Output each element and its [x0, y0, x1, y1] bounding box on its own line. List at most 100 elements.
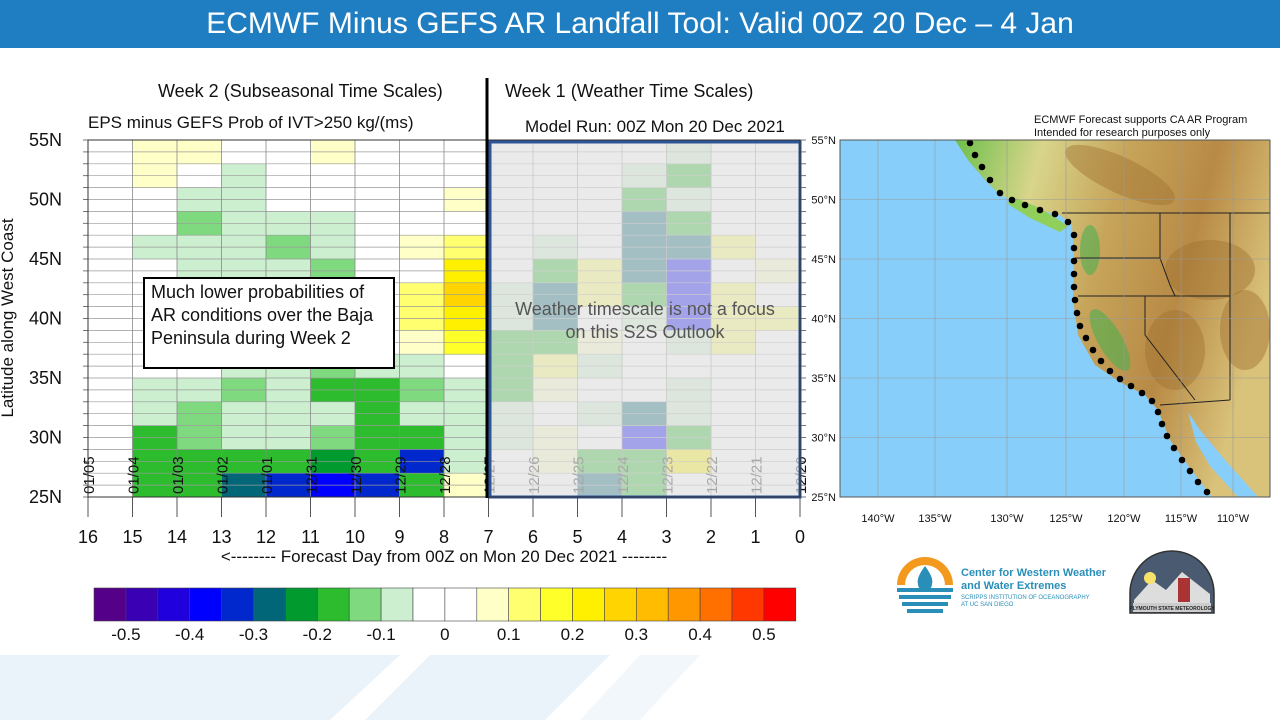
x-tick-label: 1 [750, 527, 760, 547]
landfall-point [1194, 478, 1202, 486]
landfall-point [1070, 283, 1078, 291]
landfall-point [1076, 322, 1084, 330]
landfall-point [1178, 456, 1186, 464]
landfall-point [1082, 334, 1090, 342]
cw3e-name-line4: AT UC SAN DIEGO [961, 602, 1014, 608]
colorbar-label: 0.1 [497, 625, 521, 644]
colorbar-swatch [731, 587, 765, 622]
date-label: 01/03 [170, 456, 187, 494]
colorbar-swatch [508, 587, 541, 622]
colorbar-swatch [412, 587, 446, 622]
x-axis-title: <-------- Forecast Day from 00Z on Mon 2… [221, 547, 667, 566]
y-tick-label: 30N [29, 428, 62, 448]
valley-shading [1080, 225, 1131, 371]
colorbar-label: 0.2 [561, 625, 585, 644]
landfall-point [1163, 432, 1171, 440]
map-lon-labels: 140°W 135°W 130°W 125°W 120°W 115°W 110°W [861, 513, 1249, 525]
colorbar-swatch [667, 587, 701, 622]
landfall-point [1158, 420, 1166, 428]
colorbar-label: -0.5 [111, 625, 140, 644]
x-tick-label: 14 [167, 527, 187, 547]
date-label: 12/30 [348, 456, 365, 494]
map-disclaimer-line1: ECMWF Forecast supports CA AR Program [1034, 114, 1247, 126]
map-disclaimer-line2: Intended for research purposes only [1034, 127, 1211, 139]
landfall-point [986, 176, 994, 184]
landfall-point [1186, 467, 1194, 475]
landfall-point [1116, 375, 1124, 383]
x-tick-label: 6 [528, 527, 538, 547]
landfall-point [1170, 444, 1178, 452]
x-tick-label: 16 [78, 527, 98, 547]
map-lat-label: 30°N [811, 433, 836, 445]
landfall-point [1073, 309, 1081, 317]
plymouth-logo-text: PLYMOUTH STATE METEOROLOGY [1129, 606, 1215, 612]
x-tick-label: 10 [345, 527, 365, 547]
x-axis-tick-labels: 16 15 14 13 12 11 10 9 8 7 6 5 4 3 2 1 0 [78, 527, 805, 547]
map-lon-label: 115°W [1165, 513, 1198, 525]
colorbar-label: 0.3 [624, 625, 648, 644]
chart-subtitle: EPS minus GEFS Prob of IVT>250 kg/(ms) [88, 113, 413, 132]
x-tick-label: 2 [706, 527, 716, 547]
model-run-label: Model Run: 00Z Mon 20 Dec 2021 [525, 117, 785, 136]
colorbar-swatch [253, 587, 286, 622]
map-lat-label: 35°N [811, 373, 836, 385]
date-label: 12/28 [437, 456, 454, 494]
colorbar-labels: -0.5 -0.4 -0.3 -0.2 -0.1 0 0.1 0.2 0.3 0.4 0.5 [111, 625, 775, 644]
map-lat-label: 50°N [811, 195, 836, 207]
plot-frame [87, 139, 801, 498]
colorbar-swatch [699, 587, 733, 622]
colorbar-swatch [316, 587, 350, 622]
state-borders [1062, 212, 1270, 406]
y-tick-label: 40N [29, 309, 62, 329]
cw3e-name-line3: SCRIPPS INSTITUTION OF OCEANOGRAPHY [961, 595, 1090, 601]
colorbar-label: -0.2 [303, 625, 332, 644]
weather-note-line1: Weather timescale is not a focus [515, 299, 775, 319]
x-tick-label: 9 [394, 527, 404, 547]
landfall-point [1070, 270, 1078, 278]
colorbar-swatch [540, 587, 573, 622]
colorbar-swatch [444, 587, 478, 622]
colorbar [93, 587, 797, 622]
date-label: 01/04 [126, 456, 143, 494]
landfall-point [1070, 244, 1078, 252]
map-lon-label: 135°W [918, 513, 952, 525]
map-lat-label: 45°N [811, 254, 836, 266]
cw3e-name-line1: Center for Western Weather [961, 567, 1107, 579]
y-tick-label: 25N [29, 487, 62, 507]
x-tick-label: 0 [795, 527, 805, 547]
date-label: 01/01 [259, 456, 276, 494]
landfall-point [971, 151, 979, 159]
x-tick-label: 4 [617, 527, 627, 547]
map-lat-label: 40°N [811, 314, 836, 326]
x-tick-label: 7 [483, 527, 493, 547]
x-tick-label: 3 [661, 527, 671, 547]
slide-title: ECMWF Minus GEFS AR Landfall Tool: Valid… [0, 0, 1280, 48]
gulf-of-california [1188, 412, 1258, 497]
map-lat-label: 25°N [811, 492, 836, 504]
landfall-point [966, 140, 974, 147]
date-label: 12/29 [393, 456, 410, 494]
weather-note-line2: on this S2S Outlook [565, 322, 725, 342]
coastline-map [840, 140, 1270, 497]
colorbar-label: 0.5 [752, 625, 776, 644]
y-tick-label: 35N [29, 368, 62, 388]
colorbar-swatch [285, 587, 318, 622]
y-axis-tick-labels: 55N 50N 45N 40N 35N 30N 25N [29, 130, 62, 507]
map-lon-label: 125°W [1049, 513, 1083, 525]
landfall-point [1070, 231, 1078, 239]
map-lat-label: 55°N [811, 135, 836, 147]
week2-header: Week 2 (Subseasonal Time Scales) [158, 81, 443, 101]
map-lon-label: 110°W [1217, 513, 1250, 525]
landfall-point [1148, 397, 1156, 405]
landfall-point [1106, 367, 1114, 375]
landfall-point [1127, 382, 1135, 390]
x-tick-label: 15 [122, 527, 142, 547]
colorbar-label: -0.1 [366, 625, 395, 644]
colorbar-swatch [476, 587, 509, 622]
landfall-point [1154, 408, 1162, 416]
map-lon-label: 130°W [990, 513, 1024, 525]
colorbar-swatch [380, 587, 414, 622]
date-label: 01/05 [81, 456, 98, 494]
x-tick-label: 13 [211, 527, 231, 547]
landfall-point [1021, 201, 1029, 209]
